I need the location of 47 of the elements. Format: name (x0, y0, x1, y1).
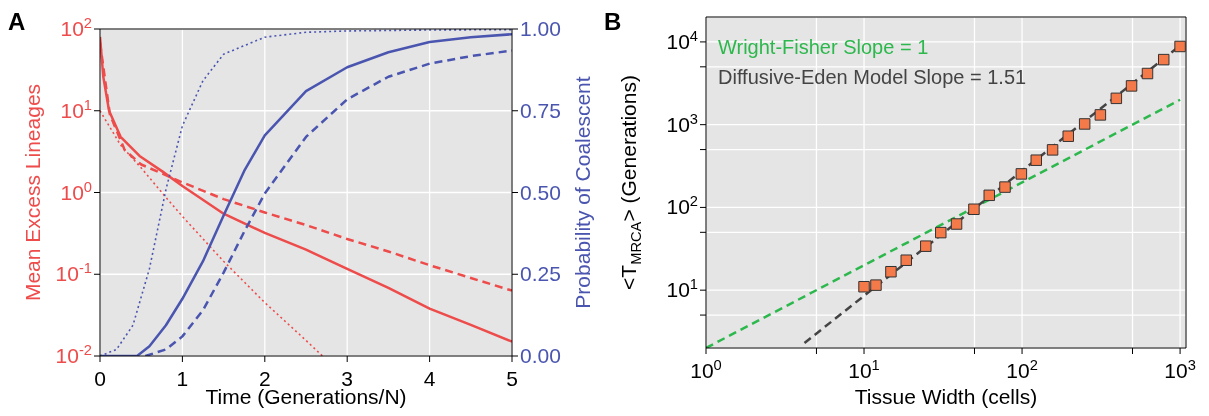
y2-tick-label: 0.00 (520, 344, 561, 367)
x-tick-label: 10$^{2}$ (1006, 357, 1038, 382)
point (1157, 53, 1170, 66)
point (1015, 168, 1028, 180)
point (1078, 118, 1091, 130)
y2-tick-label: 1.00 (520, 17, 561, 40)
y-tick-label: 10$^{2}$ (666, 193, 698, 219)
point (935, 226, 947, 239)
y-tick-label: 10$^{2}$ (60, 15, 92, 40)
point (950, 218, 963, 230)
chart-title: B (604, 8, 622, 36)
x-tick-label: 0 (94, 367, 106, 390)
point (1094, 109, 1107, 121)
point (1046, 144, 1059, 156)
x-tick-label: 1 (176, 367, 189, 390)
text: Diffusive-Eden Model Slope = 1.51 (718, 65, 1027, 90)
x-tick-label: 4 (423, 367, 436, 390)
y-axis-title: Mean Excess Lineages (20, 83, 44, 302)
point (968, 203, 980, 215)
y-tick-label: 10$^{3}$ (666, 110, 698, 136)
y2-axis-title: Probability of Coalescent (570, 76, 594, 309)
y-tick-label: 10$^{4}$ (666, 27, 698, 53)
point (920, 240, 932, 252)
y-tick-label: 10$^{1}$ (60, 96, 92, 122)
x-axis-title: Tissue Width (cells) (854, 385, 1038, 408)
x-tick-label: 10$^{3}$ (1164, 357, 1196, 382)
point (1110, 92, 1123, 105)
x-tick-label: 10$^{0}$ (690, 357, 722, 382)
y-tick-label: 10$^{1}$ (666, 276, 698, 302)
y-tick-label: 10$^{-2}$ (55, 342, 92, 367)
point (1030, 154, 1043, 166)
y-tick-label: 10$^{-1}$ (55, 260, 92, 286)
point (870, 279, 882, 291)
y2-tick-label: 0.75 (520, 98, 561, 122)
point (1125, 80, 1138, 92)
point (1141, 67, 1154, 80)
point (999, 181, 1011, 193)
point (983, 189, 995, 202)
point (1062, 130, 1074, 142)
x-tick-label: 10$^{1}$ (848, 357, 880, 382)
x-tick-label: 5 (506, 367, 518, 390)
text: Wright-Fisher Slope = 1 (718, 35, 930, 60)
chart-title: A (8, 8, 26, 36)
y2-tick-label: 0.50 (520, 180, 561, 204)
point (1174, 40, 1186, 53)
y-tick-label: 10$^{0}$ (60, 178, 92, 204)
y2-tick-label: 0.25 (520, 262, 561, 286)
